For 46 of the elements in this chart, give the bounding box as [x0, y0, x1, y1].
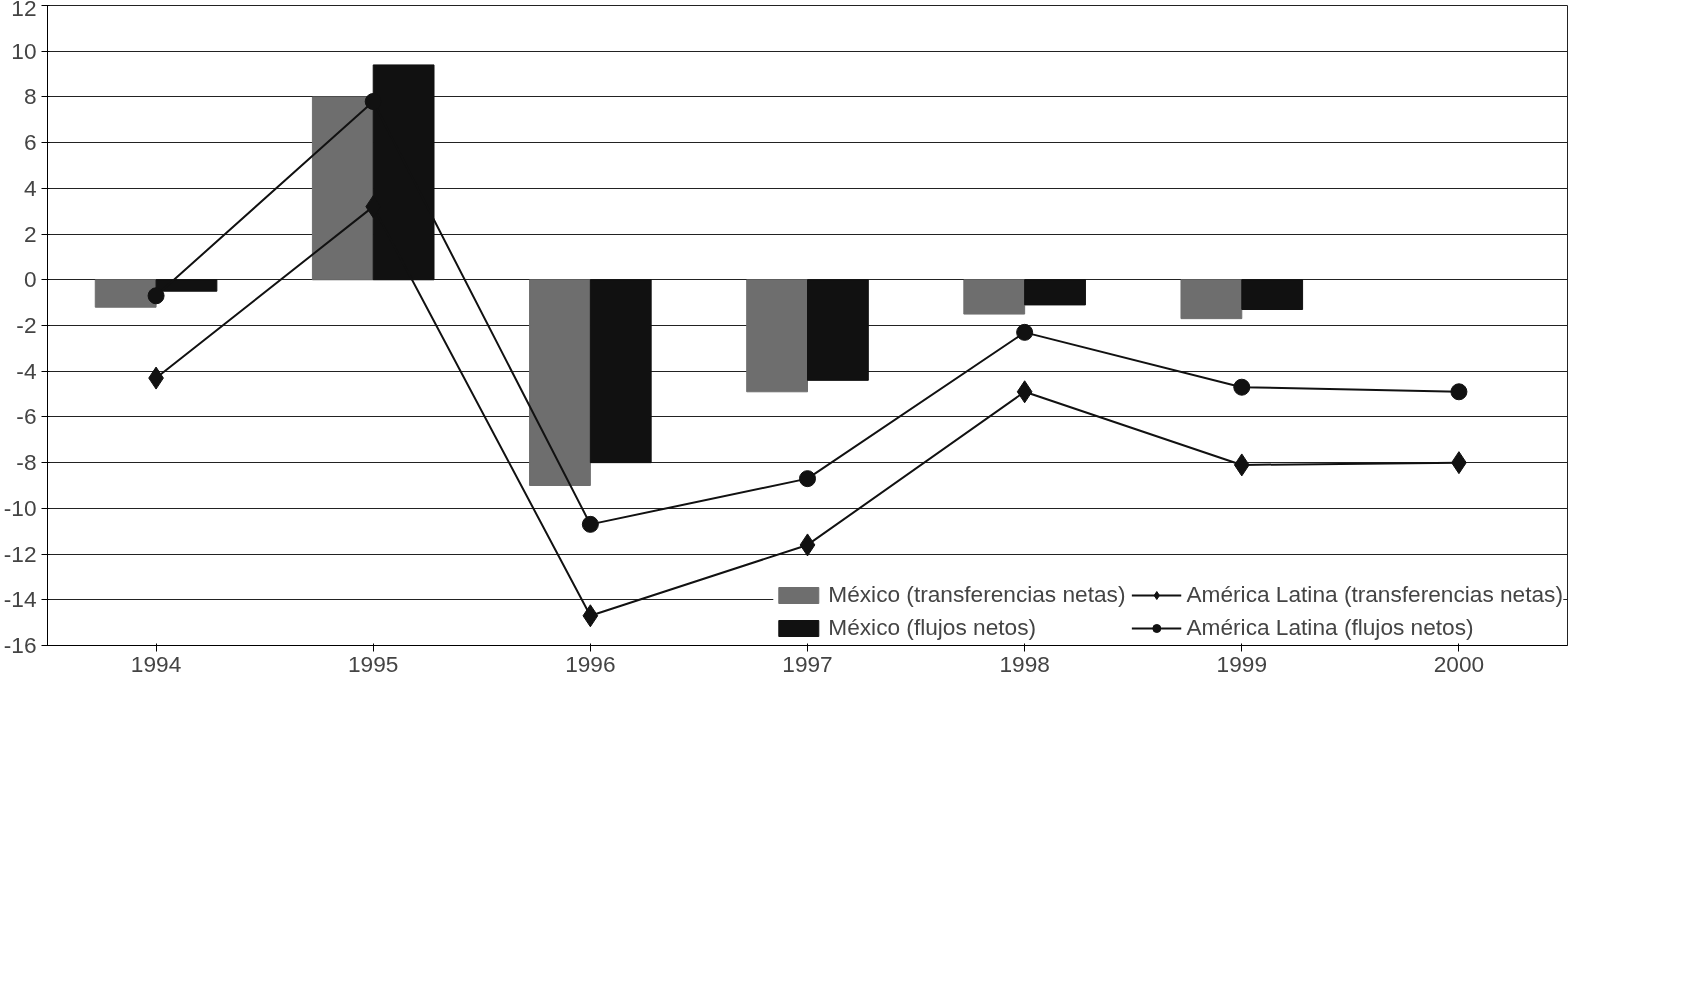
legend-label: América Latina (transferencias netas) [1186, 581, 1563, 608]
point [1233, 453, 1250, 477]
y-tick-label: -4 [16, 357, 37, 384]
y-tick-label: -10 [3, 494, 37, 521]
x-tick-label: 1997 [782, 650, 833, 677]
y-tick-label: 8 [23, 83, 37, 110]
y-tick-label: 6 [23, 129, 37, 156]
point [799, 470, 816, 488]
bar [963, 279, 1026, 315]
y-tick-label: -12 [3, 540, 37, 567]
bar [807, 279, 869, 381]
point [1016, 323, 1034, 341]
bar [1241, 279, 1304, 310]
y-tick-label: 10 [11, 37, 37, 64]
x-tick-label: 1996 [565, 650, 616, 677]
x-tick-label: 1995 [348, 650, 399, 677]
x-tick-label: 1999 [1216, 650, 1267, 677]
y-tick-label: -6 [16, 403, 37, 430]
bar [311, 96, 374, 281]
point [1233, 378, 1251, 396]
bar [589, 279, 652, 464]
legend-label: América Latina (flujos netos) [1186, 614, 1474, 641]
y-tick-label: 12 [11, 0, 37, 21]
y-tick-label: -2 [16, 312, 37, 338]
bar [529, 279, 591, 486]
bar [746, 279, 808, 393]
x-tick-label: 1994 [130, 650, 182, 677]
point [581, 515, 599, 533]
bar [1024, 279, 1086, 306]
x-tick-label: 1998 [999, 650, 1050, 677]
y-tick-label: -8 [16, 449, 37, 476]
bar [1180, 279, 1243, 320]
y-tick-label: 2 [23, 220, 37, 247]
y-tick-label: 0 [23, 266, 37, 293]
y-tick-label: -16 [3, 632, 37, 658]
y-tick-label: 4 [23, 174, 37, 201]
point [582, 604, 599, 628]
legend-label: México (transferencias netas) [828, 581, 1126, 608]
legend-label: México (flujos netos) [828, 614, 1037, 641]
y-tick-label: -14 [3, 586, 37, 613]
point [799, 533, 816, 557]
point [147, 287, 165, 305]
x-tick-label: 2000 [1433, 650, 1485, 677]
bar [94, 279, 157, 308]
point [1016, 380, 1033, 404]
point [1450, 383, 1468, 401]
